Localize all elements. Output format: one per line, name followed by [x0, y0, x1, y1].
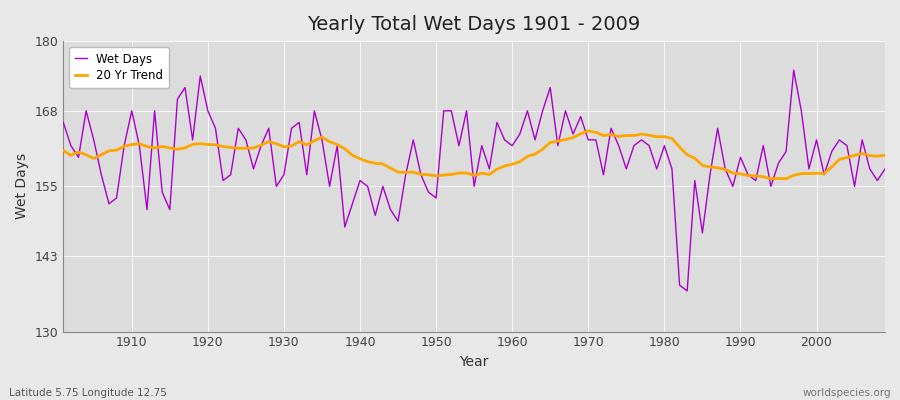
- Wet Days: [598, 172, 609, 177]
- Text: worldspecies.org: worldspecies.org: [803, 388, 891, 398]
- 20 Yr Trend: [332, 142, 343, 147]
- X-axis label: Year: Year: [460, 355, 489, 369]
- Wet Days: [286, 126, 297, 131]
- 20 Yr Trend: [500, 164, 510, 168]
- Wet Days: [682, 288, 693, 293]
- Wet Days: [332, 143, 343, 148]
- 20 Yr Trend: [606, 132, 616, 137]
- Text: Latitude 5.75 Longitude 12.75: Latitude 5.75 Longitude 12.75: [9, 388, 166, 398]
- Wet Days: [879, 166, 890, 171]
- 20 Yr Trend: [766, 176, 777, 181]
- 20 Yr Trend: [507, 162, 517, 167]
- Y-axis label: Wet Days: Wet Days: [15, 153, 29, 220]
- Legend: Wet Days, 20 Yr Trend: Wet Days, 20 Yr Trend: [69, 47, 169, 88]
- 20 Yr Trend: [879, 153, 890, 158]
- Line: 20 Yr Trend: 20 Yr Trend: [63, 131, 885, 179]
- 20 Yr Trend: [119, 144, 130, 149]
- Wet Days: [507, 143, 517, 148]
- 20 Yr Trend: [58, 148, 68, 153]
- Wet Days: [119, 143, 130, 148]
- Wet Days: [58, 120, 68, 125]
- Wet Days: [500, 138, 510, 142]
- Title: Yearly Total Wet Days 1901 - 2009: Yearly Total Wet Days 1901 - 2009: [308, 15, 641, 34]
- 20 Yr Trend: [583, 128, 594, 133]
- Wet Days: [788, 68, 799, 72]
- 20 Yr Trend: [286, 144, 297, 148]
- Line: Wet Days: Wet Days: [63, 70, 885, 291]
